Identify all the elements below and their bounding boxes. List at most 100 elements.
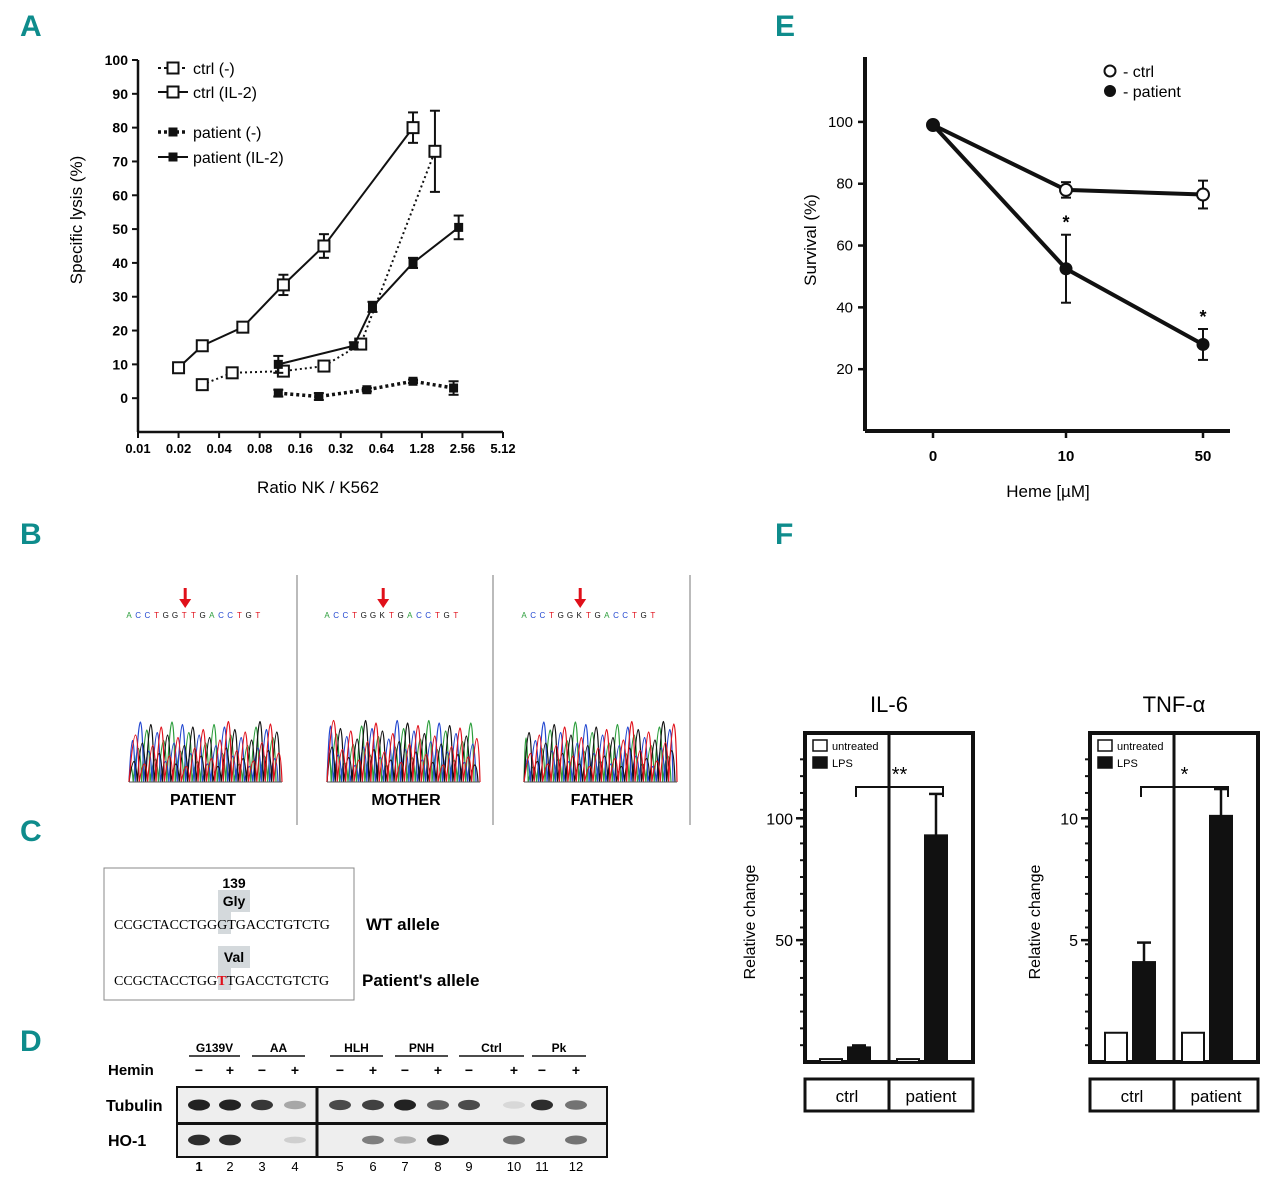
chart-a-point — [273, 359, 283, 369]
chart-a-x-tick-label: 5.12 — [490, 441, 515, 456]
hemin-minus: − — [401, 1062, 409, 1078]
chart-a-point — [408, 376, 418, 386]
hemin-minus: − — [195, 1062, 203, 1078]
chart-a-point — [225, 366, 239, 380]
sequence-base: T — [154, 611, 159, 620]
chart-a-point — [362, 385, 372, 395]
wt-allele-label: WT allele — [366, 915, 440, 934]
chart-e-x-tick-label: 10 — [1058, 448, 1075, 465]
chart-a-point — [236, 320, 250, 334]
chart-f-bar — [1181, 1031, 1205, 1063]
sequence-base: C — [425, 611, 431, 620]
chart-a-y-tick-label: 70 — [112, 153, 128, 169]
chart-a-legend-label: ctrl (IL-2) — [193, 85, 257, 102]
sequence-base: T — [549, 611, 554, 620]
tubulin-band — [565, 1100, 587, 1110]
lane-number: 8 — [434, 1159, 441, 1174]
ho1-band — [565, 1135, 587, 1145]
hemin-plus: + — [369, 1062, 377, 1078]
mutation-arrow-head — [574, 599, 587, 608]
chart-a-legend-label: patient (IL-2) — [193, 150, 284, 167]
tubulin-band — [458, 1099, 480, 1111]
blot-row-label: HO-1 — [108, 1133, 146, 1150]
ho1-band — [284, 1136, 306, 1144]
chart-a-y-tick-label: 0 — [120, 390, 128, 406]
tubulin-band — [251, 1099, 273, 1111]
chart-f-legend-swatch — [812, 756, 828, 769]
lane-number: 11 — [535, 1159, 549, 1174]
chart-a-legend-marker — [166, 61, 180, 75]
chart-a-y-tick-label: 80 — [112, 120, 128, 136]
chart-a-point — [349, 341, 359, 351]
sequence-base: A — [521, 611, 527, 620]
tubulin-band — [362, 1099, 384, 1111]
sequence-base: K — [380, 611, 386, 620]
chart-a-point — [454, 222, 464, 232]
chart-a-x-tick-label: 0.16 — [288, 441, 313, 456]
chart-e-x-tick-label: 50 — [1195, 448, 1212, 465]
lane-number: 6 — [369, 1159, 376, 1174]
chart-f-legend-label: untreated — [832, 741, 878, 753]
chart-e-point — [1059, 182, 1073, 197]
lane-number: 4 — [291, 1159, 298, 1174]
chart-a-point — [428, 144, 442, 158]
sequence-base: C — [613, 611, 619, 620]
chart-f-bar — [1104, 1031, 1128, 1063]
chart-f-y-tick-label: 5 — [1069, 933, 1078, 950]
panel-d-western-blot: G139V− +AA− +HLH− +PNH− +Ctrl− +Pk− +HeminTubu… — [106, 1041, 608, 1174]
chart-a-y-tick-label: 40 — [112, 255, 128, 271]
sequence-base: C — [416, 611, 422, 620]
chart-f-significance-bracket — [1140, 786, 1229, 797]
ho1-band — [219, 1134, 241, 1146]
chart-f-significance: ** — [892, 764, 908, 786]
hemin-plus: + — [291, 1062, 299, 1078]
panel-label-c: C — [20, 815, 42, 848]
chart-e-y-tick-label: 20 — [836, 361, 853, 378]
sequence-base: C — [227, 611, 233, 620]
ho1-band — [503, 1135, 525, 1145]
blot-row-label: Tubulin — [106, 1098, 163, 1115]
chart-a-x-tick-label: 1.28 — [409, 441, 434, 456]
sequence-base: A — [604, 611, 610, 620]
chart-a-point — [314, 391, 324, 401]
lane-number: 10 — [507, 1159, 521, 1174]
sequence-base: T — [586, 611, 591, 620]
chart-a-series-line-1 — [201, 150, 436, 386]
chart-f-category-label: patient — [905, 1087, 956, 1106]
blot-group-label: PNH — [409, 1041, 434, 1055]
ho1-band — [188, 1134, 210, 1146]
chart-a-x-tick-label: 2.56 — [450, 441, 475, 456]
sequence-base: C — [540, 611, 546, 620]
chart-e-point — [1059, 262, 1073, 276]
chart-a-legend-label: patient (-) — [193, 125, 261, 142]
chart-a-x-tick-label: 0.02 — [166, 441, 191, 456]
chart-a-legend-marker — [168, 152, 178, 162]
blot-group-label: Pk — [552, 1041, 567, 1055]
panel-label-f: F — [775, 518, 794, 551]
chart-f-legend-swatch — [1097, 756, 1113, 769]
chart-f-legend-swatch — [812, 739, 828, 752]
chart-f-bar — [847, 1046, 871, 1063]
chart-a-legend-label: ctrl (-) — [193, 61, 235, 78]
sequence-base: A — [209, 611, 215, 620]
chart-f-legend-swatch — [1097, 739, 1113, 752]
sequence-base: A — [324, 611, 330, 620]
sequence-base: A — [126, 611, 132, 620]
chart-e-legend-label: - ctrl — [1123, 64, 1154, 81]
sequence-base: T — [650, 611, 655, 620]
wt-amino-acid: Gly — [223, 893, 246, 909]
mut-amino-acid: Val — [224, 949, 244, 965]
chart-e-point — [1196, 337, 1210, 351]
mutation-arrow-head — [179, 599, 192, 608]
chart-f-y-tick-label: 50 — [775, 933, 793, 950]
chart-a-y-tick-label: 10 — [112, 356, 128, 372]
chart-a-x-tick-label: 0.32 — [328, 441, 353, 456]
chart-e-y-tick-label: 100 — [828, 114, 853, 131]
chart-f-significance-bracket — [855, 786, 944, 797]
chart-a-point — [195, 378, 209, 392]
chart-f-y-tick-label: 10 — [1060, 811, 1078, 828]
chart-f-bar — [819, 1058, 843, 1064]
tubulin-band — [284, 1100, 306, 1110]
sequence-base: T — [389, 611, 394, 620]
